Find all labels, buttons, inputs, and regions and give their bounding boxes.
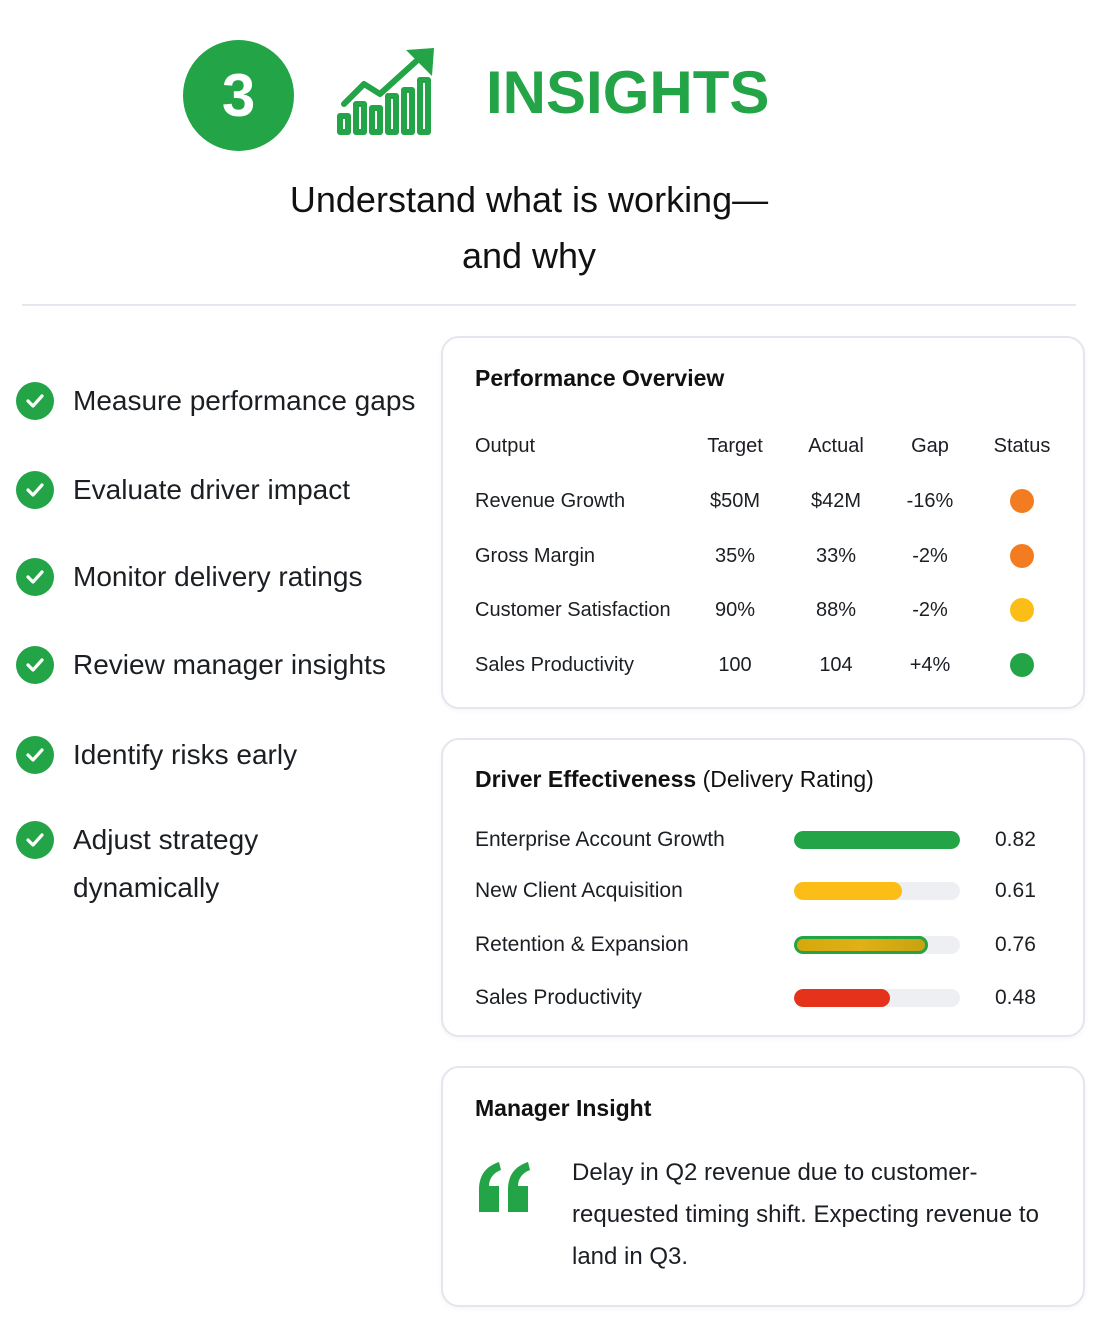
gap-cell: -16%: [906, 490, 954, 512]
check-icon: [16, 821, 54, 859]
checklist-item: Identify risks early: [16, 736, 433, 779]
rating-bar-fill: [794, 882, 902, 900]
checklist-item-label: Evaluate driver impact: [73, 474, 351, 505]
column-header: Actual: [808, 435, 864, 457]
status-dot: [1010, 598, 1034, 622]
status-dot: [1010, 653, 1034, 677]
status-dot: [1010, 544, 1034, 568]
section-header: 3 INSIGHTS: [0, 0, 1098, 160]
subtitle-line-2: and why: [461, 235, 597, 276]
table-row: Gross Margin 35% 33% -2%: [475, 536, 1065, 576]
card-title: Manager Insight: [475, 1095, 652, 1121]
driver-row: New Client Acquisition 0.61: [475, 873, 1065, 909]
checklist-item-label: Monitor delivery ratings: [73, 561, 363, 592]
checklist-item: Monitor delivery ratings: [16, 558, 433, 601]
gap-cell: -2%: [912, 599, 948, 621]
driver-effectiveness-card: Driver Effectiveness (Delivery Rating) E…: [441, 738, 1085, 1037]
page-title: INSIGHTS: [486, 59, 770, 126]
driver-label: Enterprise Account Growth: [475, 828, 725, 851]
column-header: Status: [993, 435, 1051, 457]
status-cell: [987, 645, 1057, 685]
insight-text: Delay in Q2 revenue due to customer-requ…: [572, 1159, 1039, 1270]
subtitle-line-1: Understand what is working—: [289, 179, 769, 220]
gap-cell: -2%: [912, 545, 948, 567]
actual-cell: $42M: [810, 490, 862, 512]
column-header: Output: [475, 435, 536, 457]
rating-value: 0.48: [995, 986, 1036, 1009]
divider: [22, 304, 1076, 306]
manager-insight-card: Manager Insight Delay in Q2 revenue due …: [441, 1066, 1085, 1307]
status-dot: [1010, 489, 1034, 513]
check-icon: [16, 471, 54, 509]
checklist-item: Review manager insights: [16, 646, 433, 689]
card-title: Performance Overview: [475, 365, 725, 391]
growth-chart-icon: [337, 48, 434, 135]
page-subtitle: Understand what is working— and why: [0, 172, 1058, 284]
check-icon: [16, 382, 54, 420]
rating-bar-track: [794, 936, 960, 954]
performance-overview-card: Performance Overview Output Target Actua…: [441, 336, 1085, 709]
checklist-item: Adjust strategy dynamically: [16, 821, 313, 912]
check-icon: [16, 646, 54, 684]
output-cell: Revenue Growth: [475, 490, 626, 512]
rating-bar-track: [794, 831, 960, 849]
card-title: Driver Effectiveness (Delivery Rating): [475, 766, 874, 793]
status-cell: [987, 481, 1057, 521]
table-header-row: Output Target Actual Gap Status: [475, 426, 1065, 466]
target-cell: 35%: [714, 545, 756, 567]
driver-row: Retention & Expansion 0.76: [475, 927, 1065, 963]
card-title-bold: Driver Effectiveness: [475, 766, 697, 792]
driver-label: Sales Productivity: [475, 986, 642, 1009]
column-header: Target: [707, 435, 763, 457]
checklist-item: Evaluate driver impact: [16, 471, 433, 514]
driver-label: New Client Acquisition: [475, 879, 683, 902]
actual-cell: 104: [819, 654, 853, 676]
rating-bar-fill: [794, 989, 891, 1007]
actual-cell: 88%: [815, 599, 857, 621]
driver-row: Sales Productivity 0.48: [475, 980, 1065, 1016]
column-header: Gap: [911, 435, 949, 457]
status-cell: [987, 590, 1057, 630]
quote-icon: [479, 1162, 530, 1212]
rating-value: 0.76: [995, 933, 1036, 956]
rating-bar-fill: [794, 936, 929, 954]
rating-value: 0.82: [995, 828, 1036, 851]
target-cell: 100: [718, 654, 752, 676]
check-icon: [16, 736, 54, 774]
rating-value: 0.61: [995, 879, 1036, 902]
driver-row: Enterprise Account Growth 0.82: [475, 822, 1065, 858]
step-number-badge: 3: [183, 40, 294, 151]
card-title-light: (Delivery Rating): [702, 766, 874, 792]
table-row: Sales Productivity 100 104 +4%: [475, 645, 1065, 685]
gap-cell: +4%: [909, 654, 951, 676]
checklist-item: Measure performance gaps: [16, 382, 453, 425]
output-cell: Sales Productivity: [475, 654, 634, 676]
output-cell: Gross Margin: [475, 545, 596, 567]
rating-bar-fill: [794, 831, 960, 849]
rating-bar-track: [794, 882, 960, 900]
table-row: Customer Satisfaction 90% 88% -2%: [475, 590, 1065, 630]
target-cell: 90%: [714, 599, 756, 621]
actual-cell: 33%: [815, 545, 857, 567]
driver-label: Retention & Expansion: [475, 933, 689, 956]
checklist-item-label: Review manager insights: [73, 649, 386, 680]
output-cell: Customer Satisfaction: [475, 599, 671, 621]
table-row: Revenue Growth $50M $42M -16%: [475, 481, 1065, 521]
checklist-item-label: Identify risks early: [73, 739, 298, 770]
checklist-item-label: Adjust strategy dynamically: [73, 824, 259, 903]
status-cell: [987, 536, 1057, 576]
rating-bar-track: [794, 989, 960, 1007]
target-cell: $50M: [709, 490, 761, 512]
checklist-item-label: Measure performance gaps: [73, 385, 416, 416]
check-icon: [16, 558, 54, 596]
